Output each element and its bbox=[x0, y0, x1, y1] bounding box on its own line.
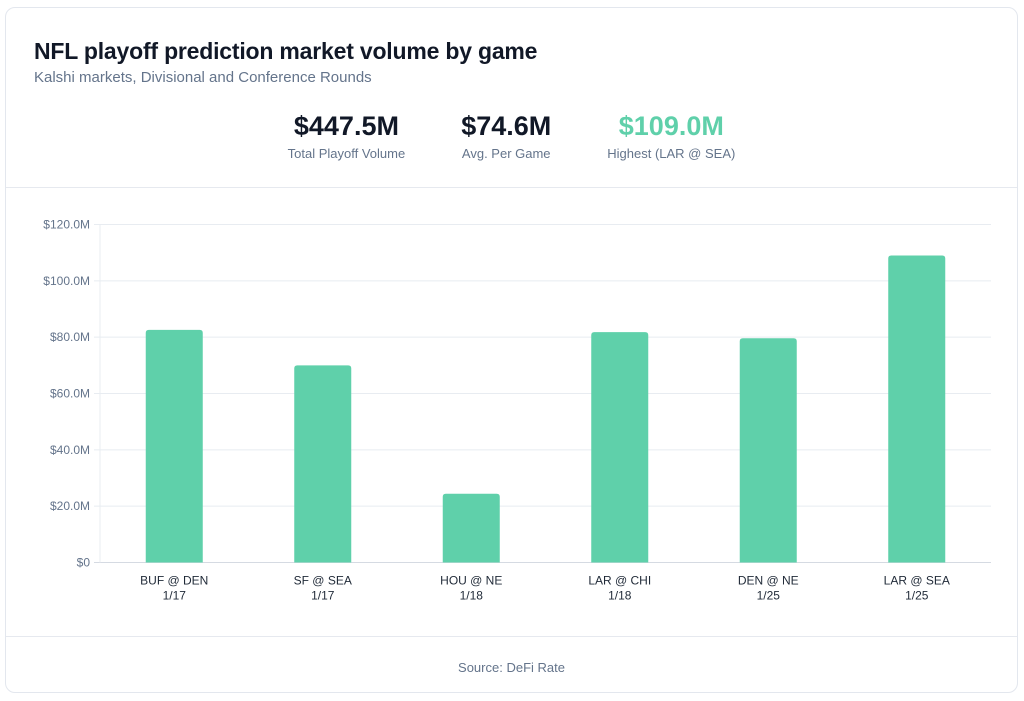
x-tick-label-matchup: BUF @ DEN bbox=[140, 574, 208, 588]
x-tick-label-matchup: HOU @ NE bbox=[440, 574, 502, 588]
y-axis-ticks: $0 $20.0M $40.0M $60.0M $80.0M $100.0M $120.0M bbox=[43, 218, 90, 570]
x-tick-label-date: 1/18 bbox=[608, 589, 632, 603]
bar-chart: $0 $20.0M $40.0M $60.0M $80.0M $100.0M $120.0M… bbox=[6, 188, 1017, 636]
stat-value: $109.0M bbox=[618, 111, 724, 141]
chart-subtitle: Kalshi markets, Divisional and Conferenc… bbox=[34, 69, 372, 86]
y-tick-label: $20.0M bbox=[50, 499, 90, 513]
bar-lar-chi[interactable] bbox=[591, 332, 649, 563]
stat-total-volume: $447.5M Total Playoff Volume bbox=[260, 110, 434, 161]
y-tick-label: $80.0M bbox=[50, 330, 90, 344]
gridlines bbox=[94, 224, 991, 563]
bar-hou-ne[interactable] bbox=[442, 493, 500, 563]
source-note: Source: DeFi Rate bbox=[458, 660, 565, 675]
y-tick-label: $0 bbox=[77, 556, 91, 570]
x-tick-label-date: 1/25 bbox=[757, 589, 781, 603]
stat-label: Total Playoff Volume bbox=[287, 146, 406, 161]
y-tick-label: $120.0M bbox=[43, 218, 90, 232]
chart-footer: Source: DeFi Rate bbox=[6, 636, 1017, 692]
chart-card: NFL playoff prediction market volume by … bbox=[5, 7, 1018, 693]
stat-label: Highest (LAR @ SEA) bbox=[607, 146, 736, 161]
bar-buf-den[interactable] bbox=[145, 329, 203, 563]
x-tick-label-matchup: SF @ SEA bbox=[294, 574, 352, 588]
y-tick-label: $100.0M bbox=[43, 274, 90, 288]
x-tick-label-matchup: DEN @ NE bbox=[738, 574, 799, 588]
chart-title: NFL playoff prediction market volume by … bbox=[34, 38, 538, 64]
stat-avg-per-game: $74.6M Avg. Per Game bbox=[433, 110, 579, 161]
x-tick-label-matchup: LAR @ CHI bbox=[588, 574, 651, 588]
stat-highest: $109.0M Highest (LAR @ SEA) bbox=[579, 110, 763, 161]
x-tick-label-matchup: LAR @ SEA bbox=[884, 574, 950, 588]
bar-sf-sea[interactable] bbox=[294, 365, 352, 563]
y-tick-label: $40.0M bbox=[50, 443, 90, 457]
x-tick-label-date: 1/17 bbox=[311, 589, 335, 603]
y-tick-label: $60.0M bbox=[50, 387, 90, 401]
x-tick-label-date: 1/18 bbox=[460, 589, 484, 603]
bar-den-ne[interactable] bbox=[739, 338, 797, 563]
chart-header: NFL playoff prediction market volume by … bbox=[6, 8, 1017, 188]
bar-chart-svg: $0 $20.0M $40.0M $60.0M $80.0M $100.0M $120.0M… bbox=[43, 218, 991, 603]
x-tick-label-date: 1/17 bbox=[163, 589, 187, 603]
stat-value: $74.6M bbox=[461, 111, 552, 141]
stat-value: $447.5M bbox=[293, 111, 399, 141]
x-tick-label-date: 1/25 bbox=[905, 589, 929, 603]
bars bbox=[145, 255, 946, 563]
stats-row: $447.5M Total Playoff Volume $74.6M Avg.… bbox=[6, 110, 1017, 161]
stat-label: Avg. Per Game bbox=[461, 146, 551, 161]
bar-lar-sea[interactable] bbox=[888, 255, 946, 563]
